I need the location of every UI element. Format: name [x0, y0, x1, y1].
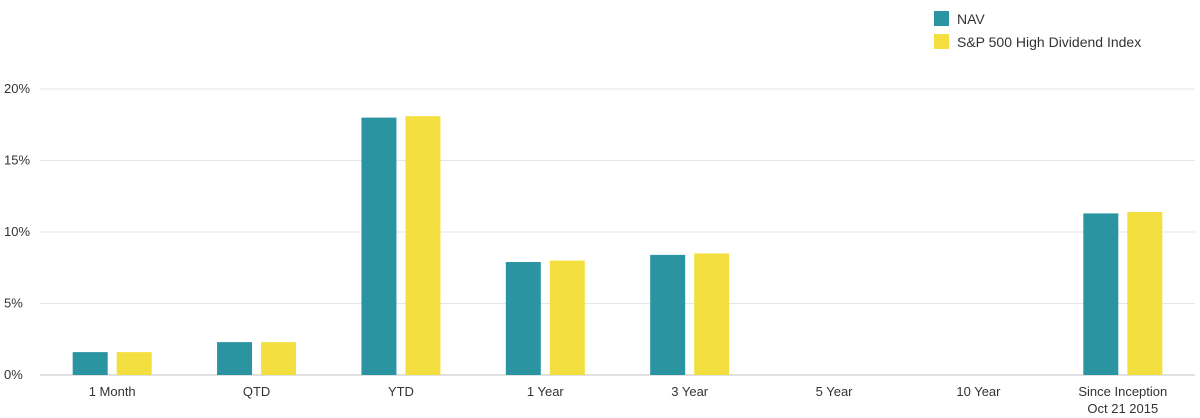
y-tick-label: 5%: [4, 296, 23, 311]
x-axis: 1 Month QTD YTD 1 Year 3 Year 5 Year 10 Year Si…: [89, 384, 1168, 416]
legend-swatch: [934, 34, 949, 49]
legend-swatch: [934, 11, 949, 26]
x-tick-label: 3 Year: [671, 384, 709, 399]
y-tick-label: 10%: [4, 224, 30, 239]
x-tick-label: 10 Year: [956, 384, 1001, 399]
bar-nav[interactable]: [505, 262, 541, 375]
x-tick-label: Oct 21 2015: [1087, 401, 1158, 416]
y-axis: 0% 5% 10% 15% 20%: [4, 81, 30, 382]
bars: [72, 116, 1163, 376]
y-tick-label: 15%: [4, 153, 30, 168]
bar-index[interactable]: [116, 352, 152, 375]
x-tick-label: QTD: [243, 384, 270, 399]
bar-nav[interactable]: [1083, 213, 1119, 375]
x-tick-label: YTD: [388, 384, 414, 399]
legend-label: NAV: [957, 11, 985, 27]
bar-index[interactable]: [1127, 211, 1163, 375]
bar-nav[interactable]: [650, 254, 686, 375]
x-tick-label: 1 Year: [527, 384, 565, 399]
bar-nav[interactable]: [72, 352, 108, 375]
bar-index[interactable]: [694, 253, 730, 375]
bar-index[interactable]: [261, 342, 297, 375]
x-tick-label: 1 Month: [89, 384, 136, 399]
bar-index[interactable]: [549, 260, 585, 375]
bar-index[interactable]: [405, 116, 441, 376]
legend: NAV S&P 500 High Dividend Index: [934, 11, 1141, 50]
bar-nav[interactable]: [217, 342, 253, 375]
bar-nav[interactable]: [361, 117, 397, 375]
x-tick-label: 5 Year: [816, 384, 854, 399]
y-tick-label: 0%: [4, 367, 23, 382]
x-tick-label: Since Inception: [1078, 384, 1167, 399]
legend-label: S&P 500 High Dividend Index: [957, 34, 1141, 50]
y-tick-label: 20%: [4, 81, 30, 96]
gridlines: [40, 88, 1195, 376]
